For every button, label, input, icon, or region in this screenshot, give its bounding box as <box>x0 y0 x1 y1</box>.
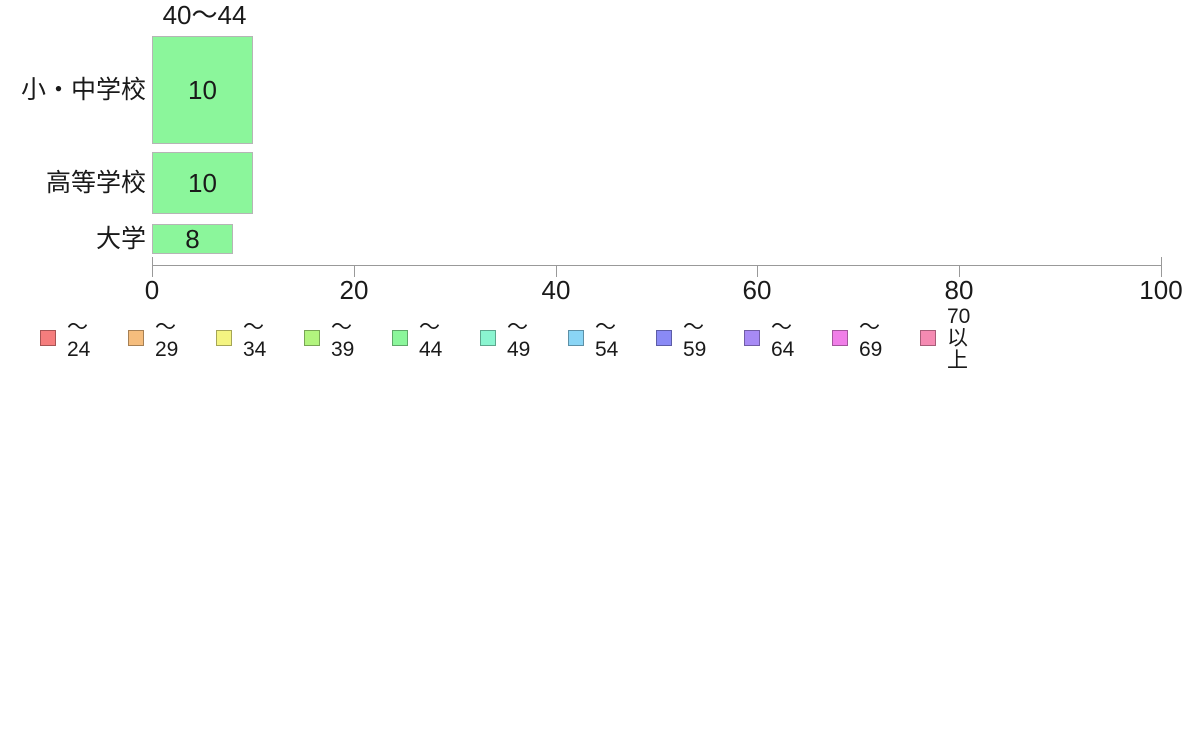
legend-swatch <box>568 330 584 346</box>
x-axis-tick-label: 80 <box>944 275 974 305</box>
legend-item-label: 〜39 <box>331 316 355 361</box>
legend-swatch <box>392 330 408 346</box>
legend-item-label: 〜34 <box>243 316 267 361</box>
bar: 8 <box>152 224 233 254</box>
legend-swatch <box>920 330 936 346</box>
category-label: 小・中学校 <box>20 76 146 104</box>
legend-swatch <box>216 330 232 346</box>
legend-swatch <box>832 330 848 346</box>
legend-item-label: 〜29 <box>155 316 179 361</box>
legend-swatch <box>656 330 672 346</box>
bar-value-label: 10 <box>188 75 217 105</box>
x-axis-tick <box>757 266 758 277</box>
legend-item-label: 〜44 <box>419 316 443 361</box>
x-axis-tick-label: 40 <box>541 275 571 305</box>
category-label: 高等学校 <box>45 169 146 197</box>
legend-item-label: 〜49 <box>507 316 531 361</box>
x-axis-tick-label: 0 <box>144 275 160 305</box>
x-axis-tick <box>354 266 355 277</box>
legend-item-label: 〜59 <box>683 316 707 361</box>
bar: 10 <box>152 36 253 144</box>
legend-item-label: 〜54 <box>595 316 619 361</box>
x-axis-tick-label: 100 <box>1139 275 1183 305</box>
bar: 10 <box>152 152 253 214</box>
bar-value-label: 10 <box>188 168 217 198</box>
category-label: 大学 <box>95 225 146 253</box>
legend-swatch <box>40 330 56 346</box>
chart-title: 40〜44 <box>162 0 247 30</box>
legend-swatch <box>744 330 760 346</box>
legend-item-label: 〜24 <box>67 316 91 361</box>
x-axis-tick <box>556 266 557 277</box>
x-axis-tick-label: 60 <box>742 275 772 305</box>
bar-value-label: 8 <box>185 224 200 254</box>
legend-item-label: 〜64 <box>771 316 795 361</box>
legend-swatch <box>304 330 320 346</box>
x-axis-tick <box>1161 266 1162 277</box>
x-axis-tick <box>959 266 960 277</box>
legend-swatch <box>128 330 144 346</box>
legend-item-label: 70 以上 <box>947 305 971 372</box>
x-axis-end-tick <box>152 257 153 265</box>
x-axis-tick-label: 20 <box>339 275 369 305</box>
legend-item-label: 〜69 <box>859 316 883 361</box>
x-axis-line <box>152 265 1162 266</box>
x-axis-end-tick <box>1161 257 1162 265</box>
legend-swatch <box>480 330 496 346</box>
x-axis-tick <box>152 266 153 277</box>
